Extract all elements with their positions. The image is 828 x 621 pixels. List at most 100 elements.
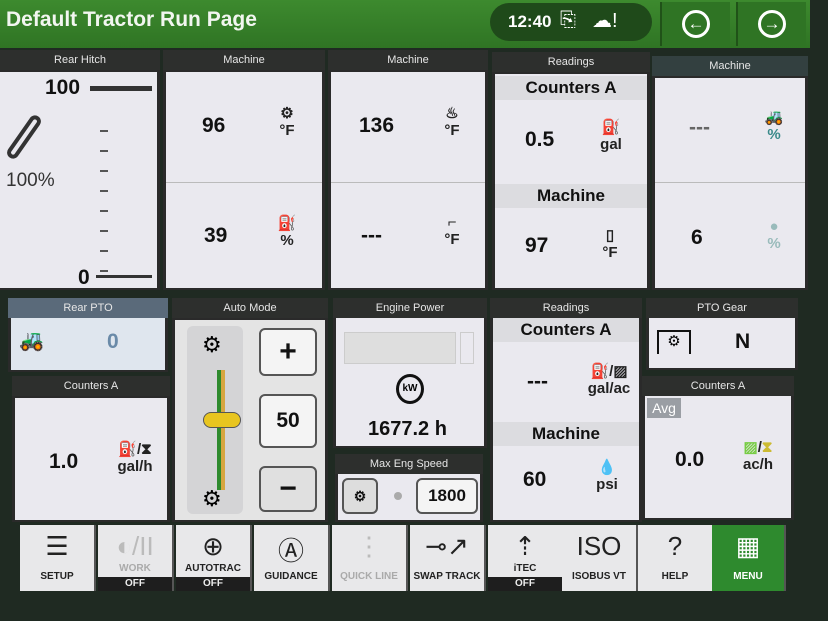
toolbar-button-itec[interactable]: ⇡ iTEC OFF xyxy=(488,525,564,591)
tile-header: Counters A xyxy=(642,376,794,396)
counters-a-label: Counters A xyxy=(493,318,639,342)
toolbar-button-guidance[interactable]: Ⓐ GUIDANCE xyxy=(254,525,330,591)
toolbar-button-menu[interactable]: ▦ MENU xyxy=(712,525,786,591)
pto-gear-icon: ⚙ xyxy=(657,330,691,354)
tile-header: Readings xyxy=(490,298,642,318)
toolbar-button-autotrac[interactable]: ⊕ AUTOTRAC OFF xyxy=(176,525,252,591)
readings-tile-2[interactable]: Readings Counters A --- ⛽/▨ gal/ac Machin… xyxy=(490,298,642,522)
tile-header: Readings xyxy=(492,52,650,72)
toolbar-button-quick-line[interactable]: ⋮ QUICK LINE xyxy=(332,525,408,591)
max-engine-speed-tile[interactable]: Max Eng Speed ⚙ 1800 xyxy=(335,454,483,522)
engine-power-tile[interactable]: Engine Power kW 1677.2 h xyxy=(333,298,487,448)
toolbar-button-label: SWAP TRACK xyxy=(413,571,481,582)
toolbar-button-label: HELP xyxy=(661,571,689,582)
avg-badge: Avg xyxy=(647,398,681,418)
forward-button[interactable]: → xyxy=(736,2,806,46)
def-level-icon: ●% xyxy=(767,218,781,252)
machine-tile-2[interactable]: Machine 136 ♨ °F --- ⌐ °F xyxy=(328,50,488,290)
engine-kw-icon: kW xyxy=(396,374,424,404)
fuel-rate-value: 1.0 xyxy=(49,450,79,473)
tractor-pto-icon: 🚜 xyxy=(19,330,44,352)
toolbar-button-label: AUTOTRAC xyxy=(185,563,241,574)
document-download-icon[interactable]: ⎘ xyxy=(560,9,576,31)
auto-mode-value[interactable]: 50 xyxy=(259,394,317,448)
fuel-level-icon: ⛽% xyxy=(277,215,297,249)
toolbar-button-state: OFF xyxy=(176,577,250,591)
back-button[interactable]: ← xyxy=(660,2,730,46)
machine-label: Machine xyxy=(495,184,647,208)
iso-icon: ISO xyxy=(576,531,622,561)
readings-tile-1[interactable]: Readings Counters A 0.5 ⛽ gal Machine 97 … xyxy=(492,52,650,290)
mode-slider[interactable]: ⚙ ⚙ xyxy=(187,326,243,514)
tile-header: Counters A xyxy=(12,376,170,396)
machine-tile-3[interactable]: Machine --- 🚜% 6 ●% xyxy=(652,56,808,290)
counters-tile-right[interactable]: Counters A Avg 0.0 ▨/⧗ ac/h xyxy=(642,376,794,520)
autotrac-icon: ⊕ xyxy=(202,531,224,561)
wheel-slip-value: --- xyxy=(689,116,710,139)
tile-header: Machine xyxy=(328,50,488,70)
toolbar-button-state: OFF xyxy=(488,577,562,591)
rear-pto-tile[interactable]: Rear PTO 🚜 0 xyxy=(8,298,168,372)
toolbar-button-setup[interactable]: ☰ SETUP xyxy=(20,525,96,591)
toolbar-button-label: ISOBUS VT xyxy=(572,571,626,582)
tile-header: Engine Power xyxy=(333,298,487,318)
toolbar-button-isobus-vt[interactable]: ISO ISOBUS VT xyxy=(562,525,638,591)
toolbar-button-label: QUICK LINE xyxy=(340,571,398,582)
hitch-top-value: 100 xyxy=(45,76,81,99)
area-rate-value: 0.0 xyxy=(675,448,705,471)
hitch-position-percent: 100% xyxy=(6,170,55,191)
guidance-icon: Ⓐ xyxy=(277,536,304,566)
tile-header: Rear Hitch xyxy=(0,50,160,70)
hitch-link-icon xyxy=(4,113,44,161)
auto-mode-tile[interactable]: Auto Mode ⚙ ⚙ + 50 − xyxy=(172,298,328,522)
engine-hours-value: 1677.2 h xyxy=(368,418,447,440)
fuel-level-value: 39 xyxy=(204,224,228,247)
status-pill: 12:40 ⎘ ☁! xyxy=(490,3,652,41)
work-pause-icon: ◐/II xyxy=(116,531,154,561)
toolbar-button-label: WORK xyxy=(119,563,151,574)
machine-tile-1[interactable]: Machine 96 ⚙ °F 39 ⛽% xyxy=(163,50,325,290)
tile-header: Rear PTO xyxy=(8,298,168,318)
toolbar-button-state: OFF xyxy=(98,577,172,591)
wheel-slip-icon: 🚜% xyxy=(764,109,784,143)
toolbar-button-swap-track[interactable]: ⊸↗ SWAP TRACK xyxy=(410,525,486,591)
coolant-temp-value: 136 xyxy=(359,114,395,137)
pto-gear-tile[interactable]: PTO Gear ⚙ N xyxy=(646,298,798,370)
mode-slider-handle[interactable] xyxy=(203,412,241,428)
hitch-bottom-value: 0 xyxy=(78,266,90,289)
engine-power-bar xyxy=(344,332,456,364)
cloud-alert-icon[interactable]: ☁! xyxy=(592,10,618,32)
tile-header: Max Eng Speed xyxy=(335,454,483,474)
clock: 12:40 xyxy=(508,12,552,31)
exhaust-temp-value: --- xyxy=(361,224,382,247)
mode-level-bar xyxy=(217,370,225,490)
oil-pressure-icon: 💧 psi xyxy=(596,459,618,493)
hitch-upper-limit-marker[interactable] xyxy=(90,86,152,91)
engine-power-reserve xyxy=(460,332,474,364)
fuel-per-area-icon: ⛽/▨ gal/ac xyxy=(587,363,631,397)
transmission-oil-temp-icon: ⚙ °F xyxy=(279,105,295,139)
fuel-used-value: 0.5 xyxy=(525,128,555,151)
engine-speed-icon-button[interactable]: ⚙ xyxy=(342,478,378,514)
decrease-button[interactable]: − xyxy=(259,466,317,512)
itec-icon: ⇡ xyxy=(514,531,536,561)
header-bar: Default Tractor Run Page 12:40 ⎘ ☁! ← → xyxy=(0,0,810,48)
max-engine-speed-value[interactable]: 1800 xyxy=(416,478,478,514)
toolbar-button-work[interactable]: ◐/II WORK OFF xyxy=(98,525,174,591)
oil-pressure-value: 60 xyxy=(523,468,547,491)
eco-gear-icon: ⚙ xyxy=(202,486,222,511)
fuel-per-area-value: --- xyxy=(527,370,548,393)
pto-gear-value: N xyxy=(735,330,751,353)
tile-header: Auto Mode xyxy=(172,298,328,318)
exhaust-temp-icon: ⌐ °F xyxy=(444,214,460,248)
checklist-icon: ☰ xyxy=(45,531,69,561)
toolbar-button-label: GUIDANCE xyxy=(264,571,318,582)
hitch-lower-limit-marker[interactable] xyxy=(96,275,152,278)
counters-tile-left[interactable]: Counters A 1.0 ⛽/⧗ gal/h xyxy=(12,376,170,522)
transmission-temp-value: 96 xyxy=(202,114,226,137)
toolbar-button-help[interactable]: ? HELP xyxy=(638,525,714,591)
increase-button[interactable]: + xyxy=(259,328,317,376)
fuel-used-icon: ⛽ gal xyxy=(600,119,622,153)
toolbar-button-label: iTEC xyxy=(513,563,537,574)
rear-hitch-tile[interactable]: Rear Hitch 100 100% 0 xyxy=(0,50,160,290)
